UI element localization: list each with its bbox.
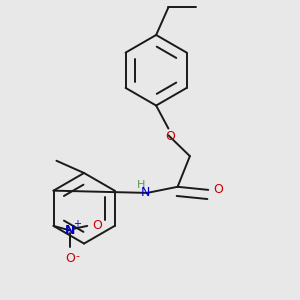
Text: O: O: [165, 130, 175, 143]
Text: H: H: [137, 180, 146, 190]
Text: +: +: [73, 219, 81, 229]
Text: N: N: [141, 186, 150, 200]
Text: O: O: [65, 252, 75, 265]
Text: -: -: [75, 252, 79, 262]
Text: O: O: [213, 183, 223, 196]
Text: N: N: [65, 224, 76, 237]
Text: O: O: [92, 219, 102, 232]
